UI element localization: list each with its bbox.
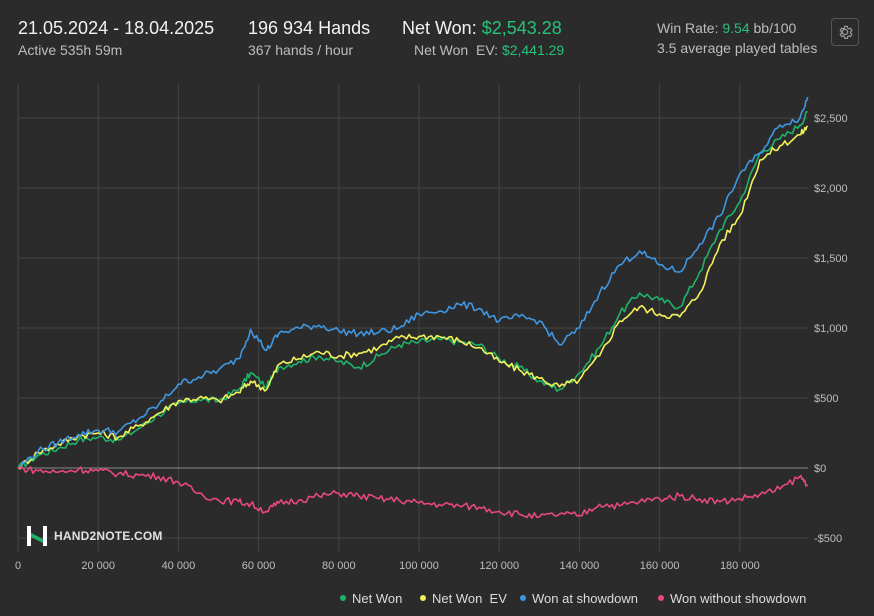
x-tick-label: 180 000 bbox=[720, 560, 760, 572]
hands-per-hour: 367 hands / hour bbox=[248, 42, 354, 58]
hands-total: 196 934 Hands bbox=[248, 18, 371, 38]
x-tick-label: 120 000 bbox=[479, 560, 519, 572]
legend-item-net-won[interactable]: Net Won bbox=[340, 590, 402, 606]
summary-header: 21.05.2024 - 18.04.2025 Active 535h 59m … bbox=[0, 0, 874, 70]
x-tick-label: 80 000 bbox=[322, 560, 356, 572]
y-tick-label: $500 bbox=[814, 393, 838, 405]
average-tables: 3.5 average played tables bbox=[657, 40, 818, 56]
win-rate: Win Rate: 9.54 bb/100 bbox=[657, 20, 796, 36]
series-line-won-without-showdown bbox=[17, 466, 809, 519]
legend-label: Net Won EV bbox=[432, 590, 507, 606]
y-tick-label: $1,000 bbox=[814, 323, 848, 335]
y-tick-label: $1,500 bbox=[814, 253, 848, 265]
hand2note-logo: HAND2NOTE.COM bbox=[26, 524, 163, 548]
h2n-logo-icon bbox=[27, 526, 47, 546]
legend-label: Net Won bbox=[352, 590, 403, 606]
win-rate-value: 9.54 bbox=[722, 20, 750, 36]
legend-label: Won without showdown bbox=[670, 590, 807, 606]
net-won: Net Won: $2,543.28 bbox=[402, 18, 562, 39]
logo-text: HAND2NOTE.COM bbox=[54, 529, 163, 543]
x-tick-label: 40 000 bbox=[162, 560, 196, 572]
x-tick-label: 20 000 bbox=[81, 560, 115, 572]
grid bbox=[17, 84, 808, 552]
y-tick-label: $2,000 bbox=[814, 183, 848, 195]
x-tick-label: 100 000 bbox=[399, 560, 439, 572]
legend-dot bbox=[420, 595, 426, 601]
legend-item-won-without-showdown[interactable]: Won without showdown bbox=[658, 590, 806, 606]
x-axis-ticks: 0 20 000 40 000 60 000 80 000 100 000 120 000 1… bbox=[15, 560, 760, 572]
series-lines bbox=[17, 96, 809, 519]
y-axis-ticks: -$500 $0 $500 $1,000 $1,500 $2,000 $2,500 bbox=[814, 113, 848, 545]
series-line-net-won-ev bbox=[17, 125, 808, 470]
legend-item-won-at-showdown[interactable]: Won at showdown bbox=[520, 590, 638, 606]
legend-dot bbox=[658, 595, 664, 601]
settings-button[interactable] bbox=[831, 18, 859, 46]
net-won-ev: Net Won EV: $2,441.29 bbox=[414, 42, 564, 58]
series-line-net-won bbox=[17, 111, 808, 469]
x-tick-label: 0 bbox=[15, 560, 21, 572]
series-line-won-at-showdown bbox=[17, 96, 809, 469]
win-rate-unit: bb/100 bbox=[749, 20, 797, 36]
net-won-value: $2,543.28 bbox=[481, 18, 562, 38]
y-tick-label: $2,500 bbox=[814, 113, 848, 125]
legend-dot bbox=[340, 595, 346, 601]
net-won-label: Net Won: bbox=[402, 18, 482, 38]
legend-dot bbox=[520, 595, 526, 601]
gear-icon bbox=[839, 25, 853, 39]
y-tick-label: $0 bbox=[814, 463, 826, 475]
y-tick-label: -$500 bbox=[814, 533, 842, 545]
x-tick-label: 60 000 bbox=[242, 560, 276, 572]
x-tick-label: 160 000 bbox=[640, 560, 680, 572]
legend-label: Won at showdown bbox=[532, 590, 638, 606]
win-rate-label: Win Rate: bbox=[657, 20, 723, 36]
x-tick-label: 140 000 bbox=[560, 560, 600, 572]
net-won-ev-label: Net Won EV: bbox=[414, 42, 502, 58]
legend-item-net-won-ev[interactable]: Net Won EV bbox=[420, 590, 507, 606]
date-range: 21.05.2024 - 18.04.2025 bbox=[18, 18, 215, 38]
net-won-ev-value: $2,441.29 bbox=[501, 42, 565, 58]
active-time: Active 535h 59m bbox=[18, 42, 123, 58]
